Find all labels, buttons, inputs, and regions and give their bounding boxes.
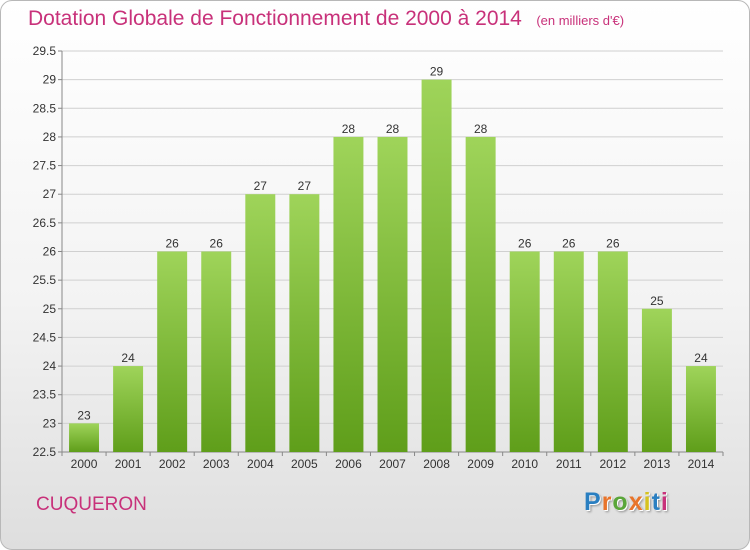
data-label: 28: [386, 122, 400, 136]
x-tick-label: 2002: [159, 457, 186, 471]
x-tick-label: 2014: [688, 457, 715, 471]
bar: [377, 136, 408, 452]
x-tick-label: 2012: [599, 457, 626, 471]
bar: [465, 136, 496, 452]
x-tick-label: 2001: [115, 457, 142, 471]
x-tick-label: 2010: [511, 457, 538, 471]
data-label: 29: [430, 65, 444, 79]
chart-subtitle: (en milliers d'€): [536, 13, 625, 28]
data-label: 23: [77, 408, 91, 422]
bar: [597, 251, 628, 452]
logo-letter: t: [651, 488, 661, 516]
proxiti-logo[interactable]: Proxiti: [584, 488, 669, 517]
logo-letter: r: [601, 488, 613, 516]
bar: [245, 194, 276, 452]
data-label: 26: [165, 237, 179, 251]
y-tick-label: 26: [43, 245, 57, 259]
logo-letter: i: [660, 488, 669, 516]
bar: [69, 423, 100, 452]
logo-letter: P: [584, 488, 602, 516]
x-tick-label: 2007: [379, 457, 406, 471]
data-label: 26: [606, 237, 620, 251]
x-tick-label: 2008: [423, 457, 450, 471]
logo-letter: o: [612, 488, 629, 516]
bar: [113, 366, 144, 452]
x-tick-label: 2013: [644, 457, 671, 471]
data-label: 26: [518, 237, 532, 251]
y-tick-label: 29: [43, 73, 57, 87]
labels: 22.5 23 23.5 24 24.5 25 25.5 26 26.5 27 27.5 28 28.5…: [33, 44, 715, 471]
y-tick-label: 25: [43, 302, 57, 316]
x-tick-label: 2000: [71, 457, 98, 471]
data-label: 25: [650, 294, 664, 308]
x-tick-label: 2009: [467, 457, 494, 471]
bar: [157, 251, 188, 452]
y-tick-label: 22.5: [33, 445, 57, 459]
logo-letter: x: [628, 488, 644, 516]
bar: [421, 79, 452, 453]
y-tick-label: 23: [43, 416, 57, 430]
data-label: 27: [298, 179, 312, 193]
y-tick-label: 25.5: [33, 273, 57, 287]
commune-name: CUQUERON: [36, 494, 147, 515]
data-label: 28: [342, 122, 356, 136]
x-tick-label: 2003: [203, 457, 230, 471]
y-tick-label: 27.5: [33, 159, 57, 173]
y-tick-label: 24.5: [33, 330, 57, 344]
x-tick-label: 2005: [291, 457, 318, 471]
data-label: 24: [121, 351, 135, 365]
bar: [685, 366, 716, 452]
bar: [641, 308, 672, 452]
y-tick-label: 28: [43, 130, 57, 144]
x-tick-label: 2011: [556, 457, 582, 471]
x-tick-label: 2006: [335, 457, 362, 471]
y-tick-label: 29.5: [33, 44, 57, 58]
bars: [69, 79, 716, 453]
data-label: 26: [210, 237, 224, 251]
logo-letter: i: [643, 488, 652, 516]
y-tick-label: 26.5: [33, 216, 57, 230]
data-label: 27: [254, 179, 268, 193]
y-tick-label: 24: [43, 359, 57, 373]
bar: [289, 194, 320, 452]
data-label: 28: [474, 122, 488, 136]
data-label: 26: [562, 237, 576, 251]
x-tick-label: 2004: [247, 457, 274, 471]
bar: [201, 251, 232, 452]
y-tick-label: 27: [43, 187, 57, 201]
y-tick-label: 28.5: [33, 101, 57, 115]
bar: [509, 251, 540, 452]
bar: [333, 136, 364, 452]
data-label: 24: [694, 351, 708, 365]
y-tick-label: 23.5: [33, 388, 57, 402]
chart-title: Dotation Globale de Fonctionnement de 20…: [28, 7, 522, 30]
title-line: Dotation Globale de Fonctionnement de 20…: [28, 7, 624, 31]
bar: [553, 251, 584, 452]
